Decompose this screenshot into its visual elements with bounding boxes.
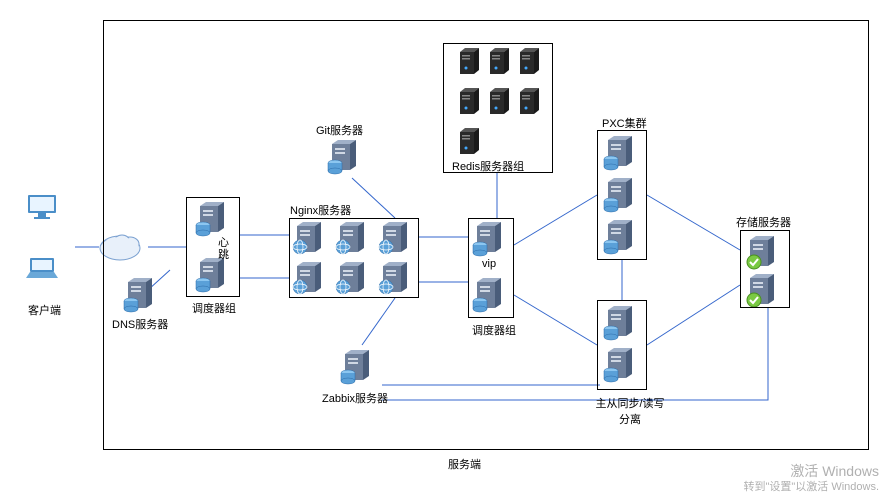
dispatcher-label: 调度器组 — [192, 300, 236, 316]
pxc-label: PXC集群 — [602, 115, 647, 131]
pxc-lower-box — [597, 300, 647, 390]
client-label: 客户端 — [28, 302, 61, 318]
git-label: Git服务器 — [316, 122, 363, 138]
heartbeat-label: 心跳 — [218, 237, 229, 261]
redis-label: Redis服务器组 — [452, 158, 524, 174]
activate-windows-watermark: 激活 Windows 转到"设置"以激活 Windows. — [743, 462, 879, 494]
storage-box — [740, 230, 790, 308]
zabbix-label: Zabbix服务器 — [322, 390, 388, 406]
redis-box — [443, 43, 553, 173]
pxc-upper-box — [597, 130, 647, 260]
dispatcher-box — [186, 197, 240, 297]
client-desktop-icon — [28, 195, 56, 219]
nginx-box — [289, 218, 419, 298]
vip-label: vip — [482, 258, 496, 270]
masterslave-label: 主从同步/读写分离 — [590, 395, 670, 427]
client-laptop-icon — [26, 258, 58, 278]
dispatcher2-label: 调度器组 — [472, 322, 516, 338]
dns-label: DNS服务器 — [112, 316, 168, 332]
nginx-label: Nginx服务器 — [290, 202, 351, 218]
server-side-label: 服务端 — [448, 456, 481, 472]
storage-label: 存储服务器 — [736, 214, 791, 230]
